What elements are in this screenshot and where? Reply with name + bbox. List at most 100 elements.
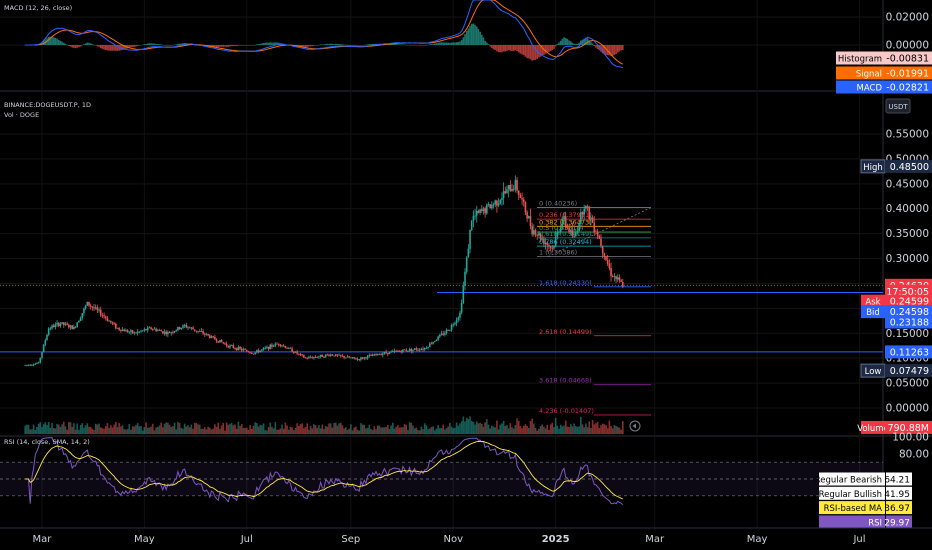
volume-bar: [536, 430, 538, 434]
macd-histogram-bar: [398, 44, 401, 45]
macd-histogram-bar: [334, 43, 337, 45]
volume-bar: [368, 424, 371, 434]
volume-bar: [450, 426, 453, 434]
candle-body: [167, 332, 169, 335]
price-tick-label: 0.45000: [886, 178, 929, 190]
macd-histogram-bar: [348, 44, 350, 46]
macd-histogram-bar: [318, 44, 320, 46]
candle-body: [109, 320, 112, 323]
candle-body: [408, 349, 411, 351]
candle-body: [251, 352, 253, 354]
volume-bar: [94, 423, 97, 434]
candle-body: [519, 194, 522, 199]
volume-bar: [294, 427, 297, 434]
volume-bar: [616, 426, 619, 434]
candle-body: [153, 328, 156, 330]
currency-button[interactable]: [885, 98, 911, 114]
macd-pane[interactable]: [24, 0, 624, 69]
candle-body: [522, 199, 525, 203]
macd-histogram-bar: [368, 44, 371, 45]
candle-body: [304, 357, 307, 359]
macd-histogram-bar: [314, 45, 317, 46]
volume-bar: [336, 425, 339, 434]
rsi-legend-name: RSI: [868, 518, 882, 528]
symbol-title[interactable]: BINANCE:DOGEUSDT.P, 1D: [4, 101, 91, 109]
candle-body: [145, 329, 147, 331]
macd-histogram-bar: [321, 44, 324, 45]
fib-level-label: 0.236 (0.37911): [539, 211, 592, 219]
rsi-legend-name: Regular Bearish: [815, 476, 882, 486]
volume-bar: [215, 426, 218, 434]
rsi-pane[interactable]: [0, 437, 883, 506]
macd-histogram-bar: [343, 44, 345, 46]
candle-body: [598, 235, 601, 239]
volume-title[interactable]: Vol · DOGE: [4, 111, 39, 119]
volume-bar: [234, 424, 236, 434]
candle-body: [492, 204, 495, 206]
candle-body: [455, 319, 458, 324]
candle-body: [563, 216, 565, 220]
time-axis[interactable]: Mar May Jul Sep Nov 2025 Mar May Jul: [0, 527, 932, 545]
volume-bar: [284, 422, 287, 434]
candle-body: [118, 327, 120, 330]
macd-histogram-bar: [437, 42, 439, 45]
volume-bar: [428, 428, 431, 434]
volume-bar: [524, 424, 527, 434]
volume-bar: [444, 429, 446, 434]
candle-body: [42, 344, 45, 352]
candle-body: [353, 357, 356, 359]
candle-body: [405, 350, 408, 352]
candle-body: [398, 350, 401, 352]
candle-body: [151, 329, 154, 330]
candle-body: [173, 330, 176, 333]
macd-histogram-bar: [517, 45, 520, 53]
candle-body: [308, 357, 310, 359]
volume-bar: [583, 427, 585, 434]
volume-bar: [487, 424, 490, 434]
candle-body: [86, 301, 89, 306]
candle-body: [512, 189, 515, 190]
macd-histogram-bar: [271, 42, 273, 45]
volume-bar: [578, 426, 580, 434]
volume-bar: [74, 429, 77, 434]
macd-histogram-bar: [403, 44, 406, 46]
macd-histogram-bar: [303, 45, 305, 47]
macd-histogram-bar: [121, 45, 124, 50]
time-tick-label: Jul: [240, 534, 253, 545]
macd-indicator-title[interactable]: MACD (12, 26, close): [4, 4, 72, 12]
macd-histogram-bar: [175, 44, 178, 45]
macd-histogram-bar: [111, 45, 114, 51]
candle-body: [549, 246, 552, 248]
candlestick-series[interactable]: [24, 175, 624, 367]
candle-body: [544, 242, 547, 244]
volume-bar: [360, 423, 362, 434]
candle-body: [207, 334, 209, 336]
volume-bar: [383, 427, 386, 434]
candle-body: [282, 345, 285, 347]
reset-icon[interactable]: [629, 420, 641, 432]
candle-body: [402, 349, 404, 353]
macd-histogram-bar: [81, 45, 84, 46]
volume-bar: [52, 428, 55, 434]
volume-bar: [477, 423, 480, 434]
candle-body: [339, 354, 342, 356]
macd-histogram-bar: [420, 45, 423, 46]
price-axis[interactable]: 0.550000.500000.450000.400000.350000.300…: [815, 12, 932, 529]
volume-bar: [99, 427, 102, 434]
candle-body: [150, 327, 152, 330]
candle-body: [123, 329, 126, 332]
macd-histogram-bar: [580, 40, 582, 45]
candle-body: [611, 276, 614, 278]
price-tag-box: [885, 294, 932, 308]
rsi-indicator-title[interactable]: RSI (14, close, SMA, 14, 2): [4, 438, 90, 446]
candle-body: [101, 315, 104, 317]
volume-bar: [148, 427, 151, 434]
macd-histogram-bar: [591, 43, 594, 45]
macd-histogram-bar: [596, 45, 599, 50]
macd-histogram-bar: [578, 42, 580, 45]
candle-body: [83, 308, 85, 314]
candle-body: [400, 351, 403, 353]
macd-histogram-bar: [227, 45, 230, 47]
candle-body: [506, 189, 508, 194]
